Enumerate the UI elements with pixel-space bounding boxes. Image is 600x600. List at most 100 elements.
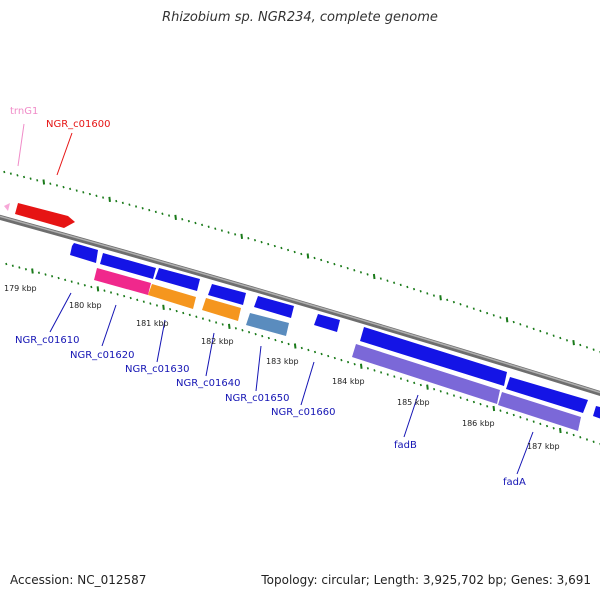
minor-tick: [254, 332, 257, 336]
feature-cds-8[interactable]: [506, 377, 588, 413]
NGR_c01640-leader: [205, 332, 215, 377]
minor-tick: [559, 336, 562, 340]
gene-label-NGR_c01610[interactable]: NGR_c01610: [15, 335, 80, 346]
minor-tick: [161, 212, 164, 215]
major-tick: [162, 304, 165, 310]
feature-cds-1[interactable]: [70, 243, 98, 263]
minor-tick: [109, 291, 113, 294]
major-tick: [572, 340, 575, 346]
minor-tick: [49, 182, 52, 185]
minor-tick: [44, 273, 47, 276]
fadA-leader: [516, 431, 534, 475]
feature-cds-6[interactable]: [314, 314, 340, 332]
minor-tick: [293, 250, 296, 254]
gene-label-trnG1[interactable]: trnG1: [10, 106, 38, 117]
minor-tick: [339, 264, 343, 268]
minor-tick: [419, 383, 422, 387]
minor-tick: [142, 300, 145, 303]
minor-tick: [327, 354, 330, 358]
minor-tick: [446, 298, 449, 302]
feature-cds-9[interactable]: [593, 406, 600, 420]
feature-cds-4[interactable]: [208, 284, 246, 305]
feature-cds-2[interactable]: [100, 253, 156, 279]
minor-tick: [386, 279, 389, 282]
minor-tick: [452, 394, 456, 397]
NGR_c01630-feature[interactable]: [148, 284, 196, 309]
minor-tick: [16, 174, 19, 177]
genome-backbone-highlight: [0, 215, 600, 394]
fadB-feature[interactable]: [352, 344, 500, 404]
minor-tick: [75, 189, 78, 192]
gene-features: [4, 203, 600, 431]
minor-tick: [380, 371, 383, 374]
minor-tick: [499, 316, 502, 319]
minor-tick: [545, 424, 549, 428]
scale-label-182: 182 kbp: [201, 337, 234, 346]
gene-label-NGR_c01600[interactable]: NGR_c01600: [46, 119, 111, 130]
minor-tick: [373, 369, 376, 372]
major-tick: [31, 268, 34, 274]
NGR_c01600-feature[interactable]: [15, 203, 75, 228]
gene-label-NGR_c01630[interactable]: NGR_c01630: [125, 364, 190, 375]
major-tick: [96, 286, 100, 292]
minor-tick: [499, 409, 502, 412]
minor-tick: [592, 440, 595, 443]
minor-tick: [432, 294, 436, 297]
minor-tick: [9, 172, 12, 175]
minor-tick: [88, 192, 91, 196]
accession-text: Accession: NC_012587: [10, 573, 147, 587]
gene-label-NGR_c01650[interactable]: NGR_c01650: [225, 393, 290, 404]
NGR_c01640-feature[interactable]: [202, 298, 241, 321]
NGR_c01630-leader: [156, 319, 166, 363]
major-tick: [492, 405, 496, 412]
NGR_c01660-leader: [300, 361, 315, 406]
major-tick: [505, 317, 509, 323]
minor-tick: [399, 283, 402, 287]
minor-tick: [129, 296, 132, 300]
minor-tick: [313, 256, 316, 260]
minor-tick: [169, 307, 172, 311]
minor-tick: [187, 219, 190, 223]
gene-label-NGR_c01620[interactable]: NGR_c01620: [70, 350, 135, 361]
gene-label-NGR_c01660[interactable]: NGR_c01660: [271, 407, 336, 418]
leader-lines: [17, 123, 534, 475]
scale-label-186: 186 kbp: [462, 419, 495, 428]
fadA-feature[interactable]: [498, 392, 581, 431]
gene-label-fadA[interactable]: fadA: [503, 477, 526, 488]
scale-label-187: 187 kbp: [527, 442, 560, 451]
minor-tick: [57, 276, 60, 280]
NGR_c01620-feature[interactable]: [94, 268, 151, 295]
feature-cds-3[interactable]: [155, 268, 200, 291]
minor-tick: [208, 319, 211, 322]
minor-tick: [426, 292, 429, 295]
scale-label-184: 184 kbp: [332, 377, 365, 386]
minor-tick: [333, 356, 336, 360]
minor-tick: [459, 303, 462, 306]
trnG1-feature[interactable]: [4, 203, 10, 211]
NGR_c01600-leader: [56, 132, 73, 176]
minor-tick: [201, 223, 204, 227]
minor-tick: [221, 323, 224, 326]
minor-tick: [3, 170, 6, 174]
gene-label-fadB[interactable]: fadB: [394, 440, 417, 451]
minor-tick: [466, 305, 469, 308]
minor-tick: [466, 398, 469, 402]
minor-tick: [446, 392, 449, 395]
minor-tick: [452, 300, 455, 304]
minor-tick: [141, 207, 144, 210]
NGR_c01650-feature[interactable]: [246, 313, 289, 336]
minor-tick: [565, 339, 569, 342]
minor-tick: [149, 302, 152, 305]
minor-tick: [274, 338, 277, 342]
minor-tick: [572, 433, 575, 437]
gene-label-NGR_c01640[interactable]: NGR_c01640: [176, 378, 241, 389]
minor-tick: [69, 187, 72, 191]
feature-cds-5[interactable]: [254, 296, 294, 318]
feature-cds-7[interactable]: [360, 327, 507, 386]
scale-label-185: 185 kbp: [397, 398, 430, 407]
minor-tick: [512, 413, 515, 417]
major-tick: [426, 384, 429, 390]
minor-tick: [320, 258, 323, 262]
minor-tick: [472, 307, 475, 310]
minor-tick: [399, 377, 403, 380]
